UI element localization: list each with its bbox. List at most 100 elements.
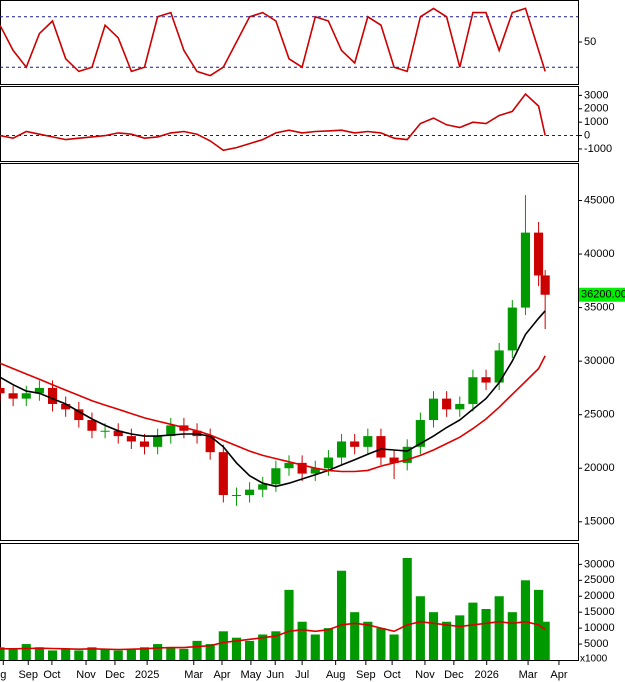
candle-body (47, 387, 58, 404)
volume-bar (481, 608, 491, 660)
volume-bar (540, 621, 550, 660)
y-tick-label: 2000 (584, 103, 608, 115)
candle-body (126, 436, 136, 442)
volume-bar (87, 647, 97, 660)
candle-body (21, 393, 31, 399)
candle-body (415, 420, 425, 447)
x-tick-label: Jul (295, 669, 309, 681)
last-price-label: 36200.00 (581, 289, 625, 301)
candle-body (271, 468, 281, 485)
series-line (0, 355, 546, 473)
candle-body (113, 430, 123, 437)
candle-body (389, 457, 399, 463)
candle-body (507, 307, 517, 351)
volume-bar (389, 634, 399, 660)
series-line (0, 310, 546, 488)
y-tick-label: 50 (584, 36, 596, 48)
x-tick-label: Nov (76, 669, 96, 681)
y-tick-label: 15000 (584, 606, 615, 618)
volume-bar (0, 647, 5, 660)
candle-body (231, 495, 242, 497)
x-tick-label: Oct (43, 669, 60, 681)
volume-bar (428, 612, 439, 660)
volume-bar (61, 648, 71, 660)
candle-body (8, 393, 18, 399)
candle-body (428, 398, 439, 421)
panel-frame (0, 163, 579, 541)
candle-body (218, 452, 228, 496)
volume-bar (323, 628, 333, 660)
volume-bar (192, 640, 202, 660)
volume-bar (507, 612, 517, 660)
y-tick-label: 3000 (584, 89, 608, 101)
candle-body (245, 489, 255, 496)
y-tick-label: 30000 (584, 558, 615, 570)
panel-frame (0, 543, 579, 661)
x-tick-label: Dec (444, 669, 464, 681)
y-tick-label: 10000 (584, 622, 615, 634)
candle-body (284, 462, 294, 469)
volume-bar (205, 644, 215, 660)
plot-area (0, 7, 546, 77)
volume-bar (113, 650, 123, 660)
candle-body (139, 441, 150, 447)
volume-bar (258, 634, 268, 660)
x-tick-label: May (241, 669, 262, 681)
x-tick-label: Mar (519, 669, 538, 681)
plot-area (0, 557, 550, 660)
y-tick-label: 35000 (584, 301, 615, 313)
y-tick-label: 20000 (584, 590, 615, 602)
y-tick-label: 1000 (584, 116, 608, 128)
volume-bar (126, 648, 136, 660)
volume-bar (415, 596, 425, 660)
candle-body (442, 398, 452, 410)
volume-bar (47, 650, 58, 660)
volume-bar (402, 557, 412, 660)
volume-bar (34, 647, 44, 660)
volume-bar (139, 647, 150, 660)
candle-body (323, 457, 333, 469)
volume-bar (153, 644, 163, 660)
unit-label: x1000 (580, 654, 608, 665)
x-tick-label: 2026 (474, 669, 498, 681)
candle-body (87, 420, 97, 431)
candle-body (540, 275, 550, 295)
volume-bar (179, 648, 189, 660)
x-tick-label: g (0, 669, 6, 681)
y-tick-label: 45000 (584, 194, 615, 206)
candle-body (100, 430, 110, 432)
volume-bar (284, 589, 294, 660)
panel-frame (0, 0, 579, 85)
candle-body (74, 409, 84, 421)
candle-body (481, 377, 491, 383)
volume-bar (297, 621, 307, 660)
x-tick-label: Sep (356, 669, 376, 681)
candle-body (297, 462, 307, 474)
volume-bar (350, 612, 360, 660)
candle-body (310, 468, 320, 474)
volume-bar (494, 596, 504, 660)
panel-frame (0, 86, 579, 162)
last-price-box (579, 287, 625, 302)
plot-area (0, 92, 546, 152)
candle-body (494, 350, 504, 383)
series-line (0, 92, 546, 152)
candle-body (376, 436, 386, 458)
candle-body (205, 436, 215, 453)
volume-bar (468, 602, 478, 660)
volume-bar (376, 628, 386, 660)
x-tick-label: Oct (384, 669, 401, 681)
volume-bar (271, 631, 281, 660)
volume-bar (74, 650, 84, 660)
y-tick-label: 25000 (584, 574, 615, 586)
candle-body (534, 232, 544, 276)
volume-bar (442, 621, 452, 660)
candle-body (34, 387, 44, 394)
volume-bar (100, 648, 110, 660)
candle-body (336, 441, 347, 458)
x-tick-label: Aug (326, 669, 346, 681)
volume-bar (8, 648, 18, 660)
x-tick-label: 2025 (135, 669, 159, 681)
volume-bar (218, 631, 228, 660)
